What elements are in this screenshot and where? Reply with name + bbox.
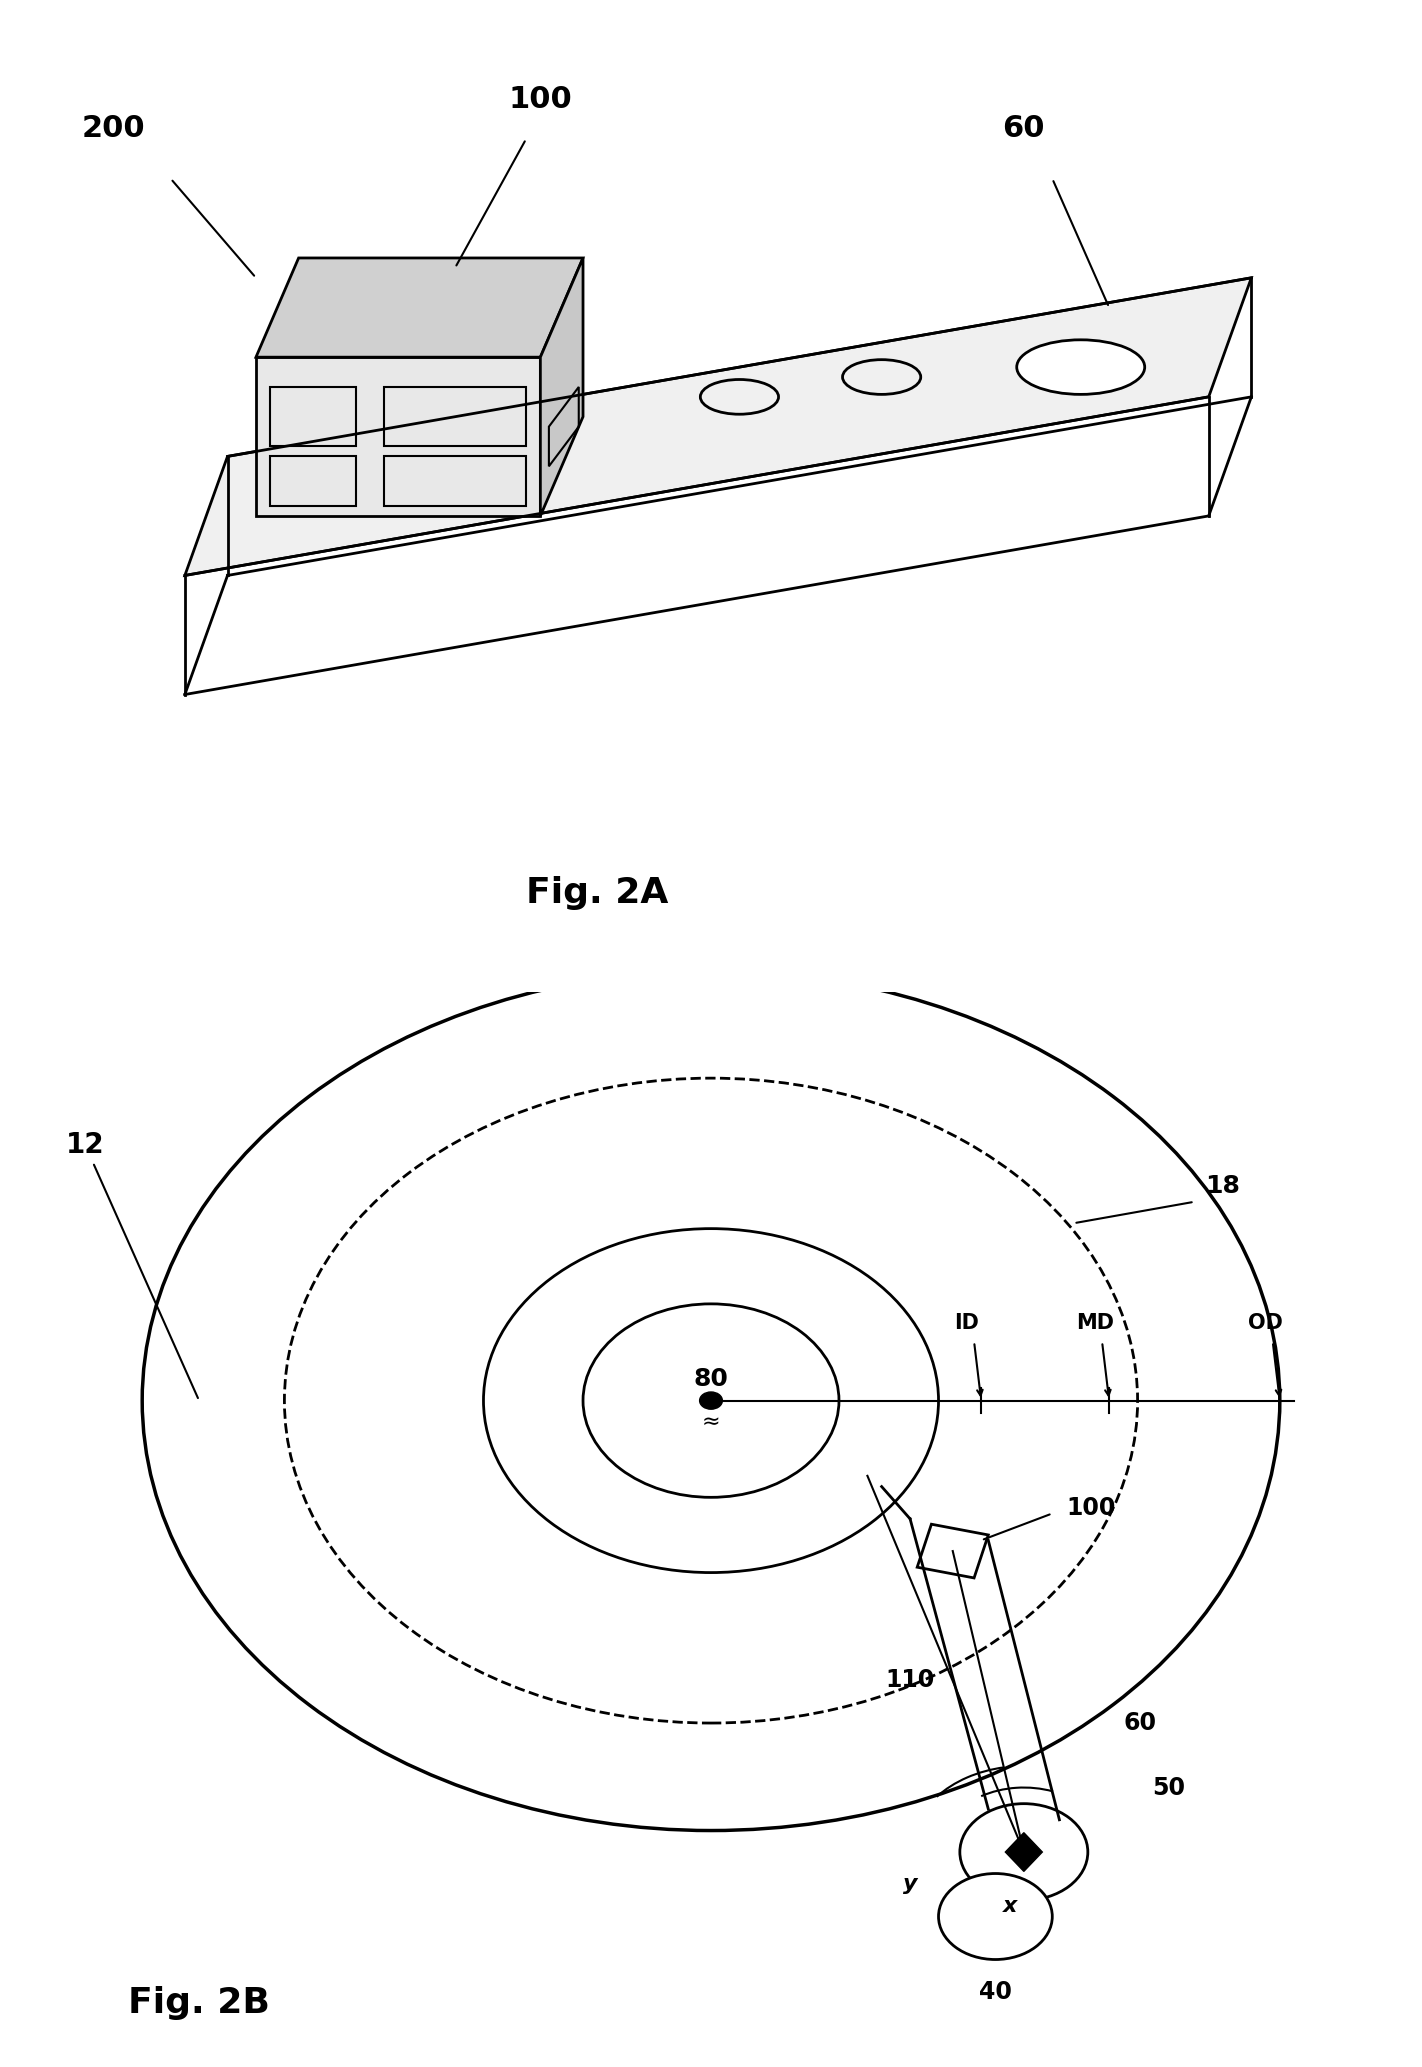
Text: Fig. 2B: Fig. 2B <box>128 1986 270 2019</box>
Text: 60: 60 <box>1003 114 1045 143</box>
Text: y: y <box>903 1875 917 1893</box>
Polygon shape <box>540 258 583 517</box>
Text: x: x <box>1003 1895 1017 1916</box>
Text: 110: 110 <box>886 1668 934 1693</box>
Text: ID: ID <box>954 1313 980 1333</box>
Text: OD: OD <box>1249 1313 1283 1333</box>
Polygon shape <box>256 358 540 517</box>
Text: 100: 100 <box>509 85 572 114</box>
Circle shape <box>939 1873 1052 1960</box>
Text: MD: MD <box>1076 1313 1113 1333</box>
Text: 12: 12 <box>65 1131 198 1397</box>
Text: 80: 80 <box>694 1366 728 1391</box>
Text: 50: 50 <box>1152 1776 1185 1800</box>
Text: 100: 100 <box>1066 1497 1116 1519</box>
Polygon shape <box>185 277 1251 575</box>
Text: 40: 40 <box>978 1980 1012 2003</box>
Polygon shape <box>1005 1833 1042 1871</box>
Polygon shape <box>917 1523 988 1577</box>
Ellipse shape <box>1017 339 1145 395</box>
Circle shape <box>960 1804 1088 1900</box>
Text: 60: 60 <box>1123 1711 1156 1734</box>
Text: 200: 200 <box>82 114 145 143</box>
Polygon shape <box>256 258 583 358</box>
Text: 18: 18 <box>1206 1174 1240 1197</box>
Circle shape <box>583 1304 839 1497</box>
Text: ≈: ≈ <box>701 1412 721 1432</box>
Circle shape <box>700 1391 722 1410</box>
Text: Fig. 2A: Fig. 2A <box>526 876 668 909</box>
